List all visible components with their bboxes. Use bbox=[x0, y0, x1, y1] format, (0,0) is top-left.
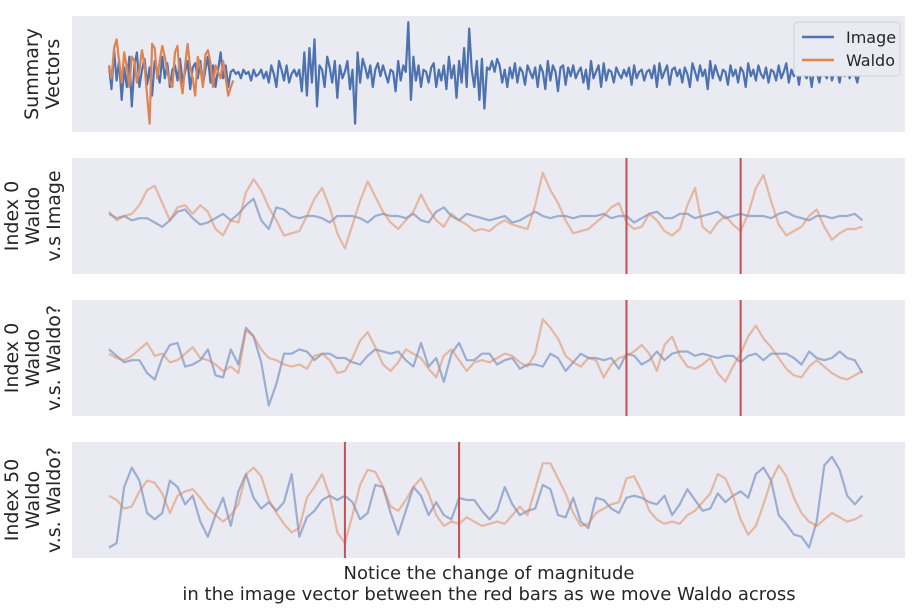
series-line-waldo bbox=[107, 38, 235, 125]
panel-1: SummaryVectors bbox=[21, 16, 905, 132]
panel-2: Index 0Waldov.s Image bbox=[1, 158, 905, 274]
panel-label-line: Waldo bbox=[22, 329, 44, 387]
legend: Image Waldo bbox=[793, 21, 901, 77]
panel-label: Index 0Waldov.s. Waldo? bbox=[1, 305, 65, 411]
panel-label-line: v.s. Waldo? bbox=[43, 447, 65, 553]
panel-4: Index 50Waldov.s. Waldo? bbox=[1, 442, 905, 558]
x-axis-label-line: in the image vector between the red bars… bbox=[182, 584, 795, 605]
panel-label-line: Waldo bbox=[22, 187, 44, 245]
x-axis-label: Notice the change of magnitude in the ima… bbox=[182, 563, 795, 605]
x-axis-label-line: Notice the change of magnitude bbox=[344, 563, 635, 584]
panel-label-line: v.s. Waldo? bbox=[43, 305, 65, 411]
panel-background bbox=[72, 300, 905, 416]
panel-background bbox=[72, 158, 905, 274]
panel-3: Index 0Waldov.s. Waldo? bbox=[1, 300, 905, 416]
panel-background bbox=[72, 442, 905, 558]
legend-label-waldo: Waldo bbox=[846, 51, 895, 70]
panel-label: SummaryVectors bbox=[21, 28, 64, 120]
legend-box bbox=[793, 21, 901, 77]
series-line-waldo bbox=[108, 171, 863, 250]
legend-label-image: Image bbox=[846, 28, 896, 47]
panel-label-line: v.s Image bbox=[43, 170, 65, 261]
series-line-waldo bbox=[108, 462, 863, 545]
series-line-image bbox=[108, 197, 864, 231]
panel-label-line: Index 50 bbox=[1, 459, 23, 542]
panel-label: Index 50Waldov.s. Waldo? bbox=[1, 447, 65, 553]
panel-label-line: Vectors bbox=[42, 39, 64, 109]
panel-label-line: Index 0 bbox=[1, 323, 23, 393]
panel-label-line: Summary bbox=[21, 28, 43, 120]
panel-label: Index 0Waldov.s Image bbox=[1, 170, 65, 261]
series-line-waldo bbox=[108, 318, 863, 383]
panel-label-line: Waldo bbox=[22, 471, 44, 529]
series-line-image bbox=[107, 21, 864, 125]
panel-label-line: Index 0 bbox=[1, 181, 23, 251]
